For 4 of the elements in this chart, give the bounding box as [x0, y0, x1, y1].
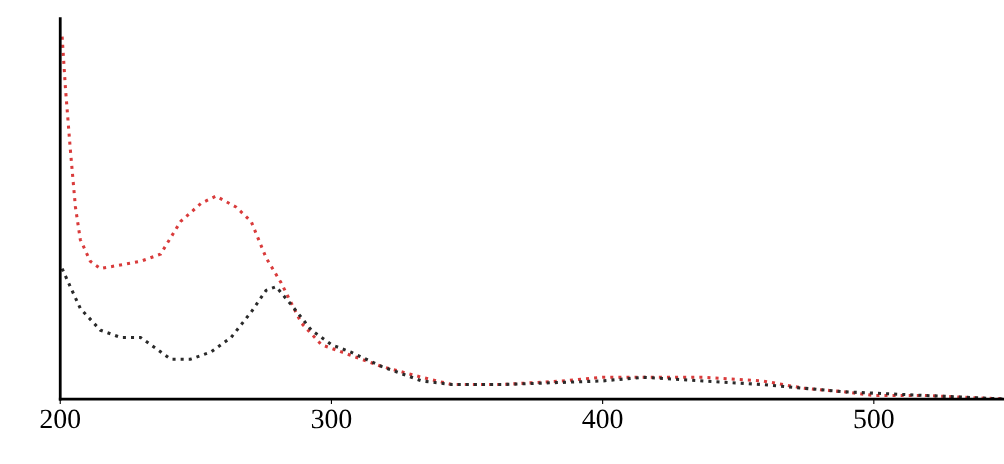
x-tick-label: 200 [40, 409, 81, 429]
x-tick-label: 400 [582, 409, 623, 429]
x-tick-label: 500 [854, 409, 894, 429]
x-tick-label: 300 [311, 409, 352, 429]
